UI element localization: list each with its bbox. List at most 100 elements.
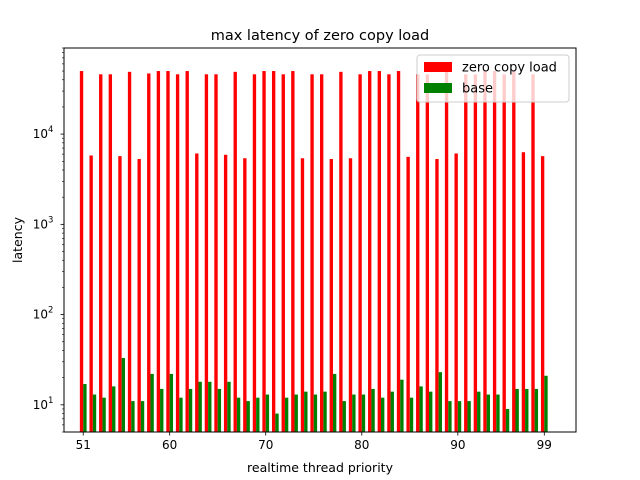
bar-base-62 [188, 388, 193, 432]
bar-base-94 [496, 394, 500, 432]
bar-zero-copy-load-52 [89, 155, 93, 432]
y-tick-label-100: 10 [33, 308, 48, 322]
bar-zero-copy-load-55 [118, 156, 122, 432]
x-tick-label-60: 60 [162, 438, 177, 452]
bar-zero-copy-load-60 [166, 71, 170, 432]
bar-base-67 [236, 397, 241, 432]
bar-base-58 [150, 373, 154, 432]
bar-base-83 [390, 391, 394, 432]
bar-base-55 [121, 358, 125, 432]
bar-base-61 [179, 397, 183, 432]
bar-base-82 [381, 397, 385, 432]
bar-base-97 [525, 388, 529, 432]
y-axis-label: latency [10, 216, 25, 263]
bar-zero-copy-load-62 [185, 71, 189, 432]
bar-base-75 [313, 394, 318, 432]
bar-base-53 [102, 397, 106, 432]
x-tick-label-70: 70 [258, 438, 273, 452]
bar-zero-copy-load-82 [377, 71, 381, 432]
bar-zero-copy-load-87 [425, 74, 430, 433]
bar-zero-copy-load-89 [444, 71, 449, 432]
bar-zero-copy-load-51 [79, 71, 84, 432]
bar-base-71 [275, 413, 279, 432]
bar-zero-copy-load-93 [483, 71, 487, 432]
bar-base-90 [457, 401, 462, 432]
bar-base-59 [160, 388, 164, 432]
bar-zero-copy-load-83 [387, 74, 391, 433]
bar-zero-copy-load-73 [291, 71, 295, 432]
bar-base-78 [342, 401, 346, 432]
x-tick-label-80: 80 [354, 438, 369, 452]
bar-base-86 [419, 386, 423, 432]
bar-zero-copy-load-70 [262, 71, 266, 432]
bar-zero-copy-load-61 [175, 74, 180, 433]
bar-zero-copy-load-80 [358, 74, 362, 433]
y-tick-label-10000: 10 [33, 127, 48, 141]
x-axis-label: realtime thread priority [247, 460, 394, 475]
bar-zero-copy-load-68 [243, 158, 247, 432]
bar-base-91 [467, 401, 471, 432]
bar-base-63 [198, 381, 202, 432]
bar-base-87 [429, 391, 433, 432]
bar-zero-copy-load-94 [492, 71, 497, 432]
bar-zero-copy-load-95 [502, 74, 506, 433]
x-tick-label-51: 51 [76, 438, 91, 452]
bar-base-96 [515, 388, 519, 432]
bar-base-69 [256, 397, 260, 432]
bar-zero-copy-load-74 [300, 158, 305, 432]
bar-zero-copy-load-77 [329, 158, 333, 433]
bar-zero-copy-load-57 [137, 158, 141, 433]
bar-zero-copy-load-54 [108, 74, 113, 433]
bar-base-76 [323, 391, 327, 432]
bar-zero-copy-load-67 [233, 71, 237, 432]
bar-zero-copy-load-72 [281, 74, 285, 433]
plot-frame [63, 47, 577, 433]
bar-zero-copy-load-92 [473, 74, 478, 433]
bar-zero-copy-load-56 [127, 71, 132, 432]
bar-base-89 [448, 401, 452, 432]
bar-zero-copy-load-79 [348, 158, 353, 432]
bar-zero-copy-load-91 [464, 74, 468, 433]
bar-base-73 [294, 394, 298, 432]
bar-zero-copy-load-71 [271, 71, 276, 432]
bar-base-88 [438, 372, 442, 432]
bar-base-84 [400, 379, 404, 432]
bar-zero-copy-load-98 [531, 74, 535, 433]
bar-base-68 [246, 401, 250, 432]
bar-base-77 [332, 373, 337, 432]
bar-zero-copy-load-99 [540, 156, 545, 432]
bar-base-72 [284, 397, 289, 432]
bar-zero-copy-load-78 [339, 71, 343, 432]
legend-swatch-base [424, 83, 452, 93]
y-tick-label-1000: 10 [33, 217, 48, 231]
bar-zero-copy-load-63 [195, 153, 199, 433]
bar-base-74 [304, 391, 308, 432]
bar-base-64 [208, 381, 212, 432]
bar-base-80 [361, 394, 366, 432]
legend-label-zero-copy-load: zero copy load [462, 61, 557, 76]
y-tick-exponent-1000: 3 [48, 215, 53, 225]
legend: zero copy load base [416, 54, 570, 103]
bar-base-99 [544, 375, 548, 432]
bar-base-70 [265, 394, 270, 432]
bar-base-85 [409, 397, 414, 432]
legend-label-base: base [462, 82, 493, 97]
y-tick-label-10: 10 [33, 398, 48, 412]
bar-base-56 [131, 401, 135, 432]
bar-base-57 [140, 401, 145, 432]
bar-zero-copy-load-59 [156, 71, 161, 432]
bar-zero-copy-load-65 [214, 74, 218, 433]
bar-zero-copy-load-75 [310, 74, 314, 433]
bar-zero-copy-load-96 [512, 71, 516, 432]
bar-base-98 [534, 388, 539, 432]
bar-zero-copy-load-58 [147, 73, 151, 433]
bars-layer [79, 71, 548, 433]
bar-zero-copy-load-88 [435, 158, 439, 433]
bar-zero-copy-load-76 [320, 74, 324, 433]
bar-zero-copy-load-84 [396, 71, 401, 432]
bar-zero-copy-load-66 [223, 154, 228, 433]
bar-zero-copy-load-64 [204, 74, 209, 433]
bar-zero-copy-load-53 [99, 74, 103, 433]
bar-base-92 [477, 391, 481, 432]
